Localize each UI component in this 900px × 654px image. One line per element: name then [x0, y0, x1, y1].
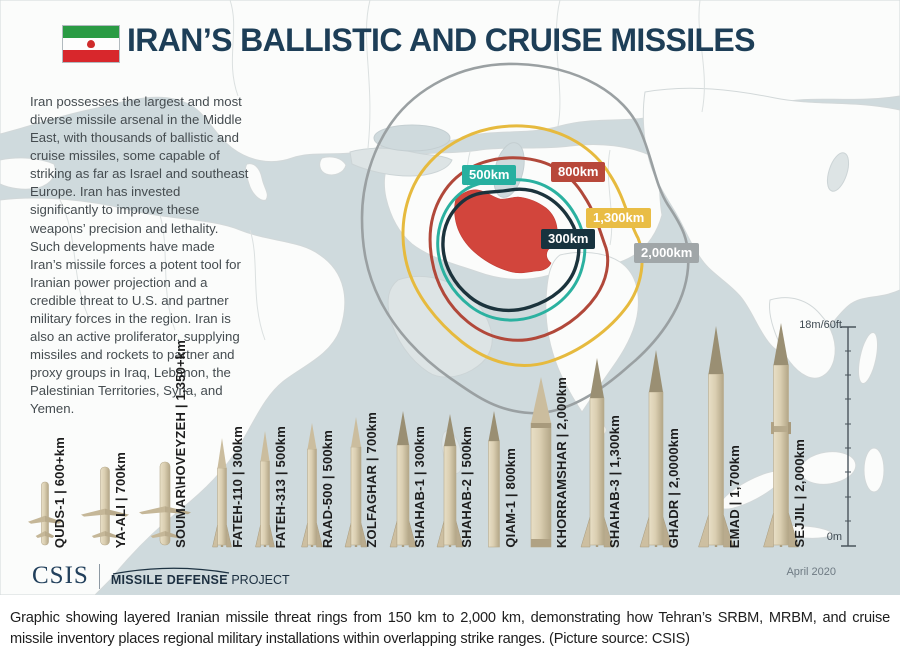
land-greece	[319, 156, 347, 176]
country-borders	[59, 0, 705, 341]
image-caption: Graphic showing layered Iranian missile …	[0, 595, 900, 654]
island-borneo	[799, 451, 857, 485]
logo-divider	[98, 563, 100, 589]
land-korea	[826, 152, 850, 192]
range-ring-label-800km: 800km	[551, 162, 606, 182]
csis-logo: CSIS MISSILE DEFENSE PROJECT	[32, 560, 290, 592]
island-sulawesi	[863, 447, 885, 493]
ring-300km	[441, 187, 581, 313]
scale-min-label: 0m	[826, 531, 842, 543]
missile-illustrations	[28, 323, 799, 548]
flag-green-stripe	[63, 26, 119, 39]
land-indochina	[769, 297, 836, 379]
island-philippines	[857, 332, 879, 384]
scale-max-label: 18m/60ft	[799, 319, 842, 331]
ring-2000km	[360, 62, 690, 415]
iran-emblem-icon	[87, 40, 95, 48]
missile-defense-project-wordmark: MISSILE DEFENSE PROJECT	[111, 566, 290, 587]
iran-shape	[454, 189, 558, 274]
infographic-title: IRAN’S BALLISTIC AND CRUISE MISSILES	[127, 22, 756, 58]
land-iberia	[0, 157, 56, 190]
landmasses	[0, 0, 900, 595]
height-scale	[841, 326, 856, 547]
range-ring-label-500km: 500km	[462, 165, 517, 185]
range-rings	[360, 62, 690, 415]
csis-wordmark: CSIS	[32, 562, 89, 589]
world-map	[0, 0, 900, 595]
ring-1300km	[401, 124, 644, 367]
flag-white-stripe	[63, 38, 119, 50]
iran-flag	[62, 25, 120, 63]
black-sea	[373, 124, 451, 152]
flag-red-stripe	[63, 49, 119, 62]
infographic: IRAN’S BALLISTIC AND CRUISE MISSILES Ira…	[0, 0, 900, 595]
land-africa	[0, 197, 346, 595]
ring-500km	[436, 178, 587, 322]
logo-arc-icon	[112, 567, 229, 575]
land-italy	[245, 163, 268, 201]
publication-date: April 2020	[786, 566, 836, 578]
range-ring-label-1300km: 1,300km	[586, 208, 652, 228]
description-text: Iran possesses the largest and most dive…	[30, 94, 249, 417]
land-anatolia	[349, 147, 453, 177]
range-ring-label-2000km: 2,000km	[634, 243, 700, 263]
range-ring-label-300km: 300km	[541, 229, 596, 249]
